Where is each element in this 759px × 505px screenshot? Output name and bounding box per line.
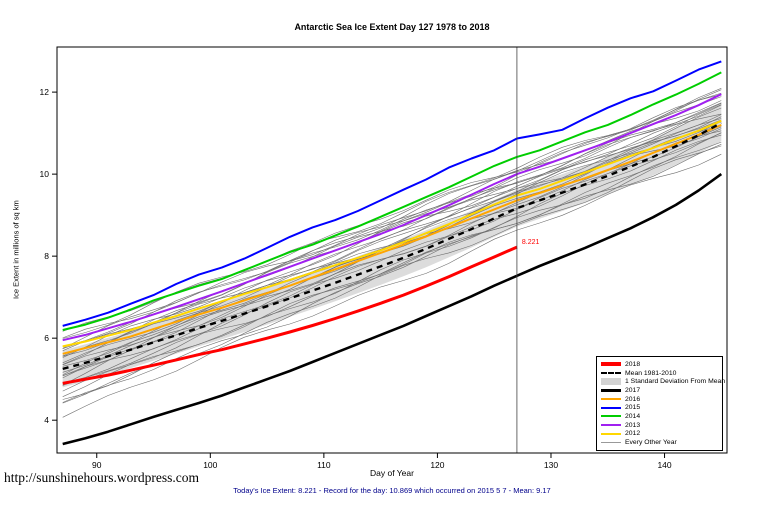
legend-swatch-2013: [601, 424, 621, 427]
caption: Today's Ice Extent: 8.221 - Record for t…: [233, 486, 551, 495]
legend-label: 2018: [625, 360, 641, 368]
other-year-line: [62, 103, 722, 351]
legend-swatch-2017: [601, 388, 621, 392]
legend-swatch-2012: [601, 432, 621, 435]
other-year-line: [62, 104, 722, 376]
legend-item: Every Other Year: [601, 438, 718, 447]
other-year-line: [62, 141, 722, 397]
y-axis-label: Ice Extent in millions of sq km: [11, 200, 21, 300]
y-tick-label: 6: [44, 333, 49, 343]
legend-item: 2012: [601, 430, 718, 439]
legend-swatch-mean-1981-2010: [601, 372, 621, 375]
plot-border: [56, 46, 728, 454]
legend-label: Mean 1981-2010: [625, 369, 677, 377]
legend-label: 2017: [625, 386, 641, 394]
legend-item: 2018: [601, 360, 718, 369]
legend-label: Every Other Year: [625, 439, 677, 447]
legend-item: Mean 1981-2010: [601, 369, 718, 378]
y-tick-label: 10: [40, 169, 50, 179]
x-tick-label: 110: [317, 460, 331, 470]
legend-swatch-2014: [601, 415, 621, 418]
series-line-mean-1981-2010: [62, 121, 722, 371]
legend-item: 2017: [601, 386, 718, 395]
other-year-line: [62, 88, 722, 349]
legend-item: 2014: [601, 412, 718, 421]
other-year-line: [62, 102, 722, 339]
legend-swatch-2016: [601, 398, 621, 401]
site-url: http://sunshinehours.wordpress.com: [4, 470, 199, 485]
legend-swatch-2018: [601, 362, 621, 367]
legend: 2018 Mean 1981-2010 1 Standard Deviation F…: [596, 356, 725, 451]
series-line-2012: [62, 119, 722, 348]
y-tick-label: 8: [44, 251, 49, 261]
series-line-2015: [62, 60, 722, 327]
other-year-line: [62, 119, 722, 358]
legend-item: 2016: [601, 395, 718, 404]
series-line-2014: [62, 71, 722, 331]
other-year-line: [62, 144, 722, 386]
legend-label: 1 Standard Deviation From Mean: [625, 378, 726, 386]
legend-swatch-2015: [601, 406, 621, 409]
legend-item: 2015: [601, 403, 718, 412]
series-line-2018: [62, 245, 518, 385]
series-line-2016: [62, 123, 722, 355]
legend-swatch-1-standard-deviation-from-mean: [601, 378, 621, 386]
x-tick-label: 130: [544, 460, 558, 470]
y-tick-label: 4: [44, 415, 49, 425]
x-tick-label: 100: [203, 460, 217, 470]
other-year-line: [62, 100, 722, 349]
other-year-line: [62, 153, 722, 418]
x-tick-label: 90: [92, 460, 102, 470]
legend-label: 2012: [625, 430, 641, 438]
series-line-2017: [62, 173, 723, 446]
other-year-line: [62, 132, 722, 377]
other-year-line: [62, 134, 722, 400]
legend-swatch-every-other-year: [601, 442, 621, 444]
legend-label: 2016: [625, 395, 641, 403]
other-year-line: [62, 89, 722, 332]
x-tick-label: 120: [430, 460, 444, 470]
other-year-line: [62, 94, 722, 357]
x-tick-label: 140: [657, 460, 671, 470]
legend-label: 2014: [625, 412, 641, 420]
y-tick-label: 12: [40, 87, 50, 97]
other-year-line: [62, 92, 722, 339]
annotation-today-value: 8.221: [522, 239, 540, 246]
x-axis-label: Day of Year: [370, 468, 414, 478]
legend-label: 2015: [625, 404, 641, 412]
legend-item: 1 Standard Deviation From Mean: [601, 377, 725, 386]
legend-item: 2013: [601, 421, 718, 430]
legend-label: 2013: [625, 421, 641, 429]
series-line-2013: [62, 93, 722, 342]
chart-title: Antarctic Sea Ice Extent Day 127 1978 to…: [294, 22, 490, 32]
